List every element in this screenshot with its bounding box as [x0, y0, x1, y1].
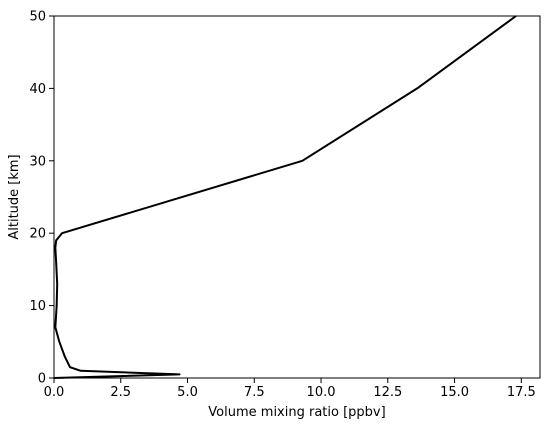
y-tick-label: 40 [29, 82, 46, 97]
y-tick-label: 20 [29, 227, 46, 242]
x-tick-label: 5.0 [177, 385, 198, 400]
x-tick-label: 15.0 [440, 385, 469, 400]
plot-frame [53, 15, 541, 379]
x-tick-label: 2.5 [110, 385, 131, 400]
x-tick-label: 10.0 [307, 385, 336, 400]
y-axis-ticks: 0 10 20 30 40 50 [29, 10, 54, 387]
x-tick-label: 0.0 [44, 385, 65, 400]
x-tick-label: 7.5 [244, 385, 265, 400]
x-axis-ticks: 0.0 2.5 5.0 7.5 10.0 12.5 15.0 17.5 [44, 378, 536, 400]
y-tick-label: 10 [29, 299, 46, 314]
y-tick-label: 30 [29, 154, 46, 169]
x-tick-label: 17.5 [507, 385, 536, 400]
y-tick-label: 50 [29, 10, 46, 25]
y-axis-title: Altitude [km] [7, 154, 22, 239]
series-line-0 [53, 15, 517, 379]
plot-content [53, 15, 517, 379]
y-tick-label: 0 [38, 372, 46, 387]
x-tick-label: 12.5 [373, 385, 402, 400]
x-axis-title: Volume mixing ratio [ppbv] [208, 405, 385, 420]
